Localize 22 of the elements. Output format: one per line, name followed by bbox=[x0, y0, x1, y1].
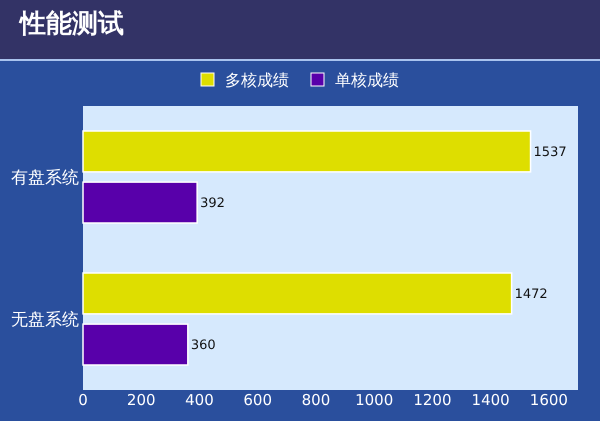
data-label: 392 bbox=[200, 196, 225, 212]
x-tick-label: 400 bbox=[185, 391, 214, 409]
bar bbox=[82, 323, 189, 366]
x-tick-label: 1400 bbox=[472, 391, 510, 409]
legend-label: 多核成绩 bbox=[225, 70, 289, 90]
x-tick-label: 0 bbox=[78, 391, 88, 409]
bar bbox=[82, 181, 198, 224]
x-tick-label: 800 bbox=[302, 391, 330, 409]
x-tick-label: 1000 bbox=[355, 391, 394, 409]
x-tick-label: 200 bbox=[126, 391, 156, 409]
bar bbox=[82, 272, 512, 315]
data-label: 1472 bbox=[514, 286, 548, 302]
data-label: 1537 bbox=[534, 144, 567, 160]
x-tick-label: 600 bbox=[243, 391, 272, 409]
y-tick-label: 有盘系统 bbox=[11, 168, 79, 188]
x-tick-label: 1200 bbox=[413, 391, 452, 409]
y-tick-label: 无盘系统 bbox=[11, 310, 79, 330]
bar bbox=[82, 130, 532, 173]
x-tick-label: 1600 bbox=[530, 391, 568, 409]
legend-label: 单核成绩 bbox=[335, 70, 399, 90]
chart-title: 性能测试 bbox=[18, 9, 124, 39]
data-label: 360 bbox=[190, 338, 216, 354]
